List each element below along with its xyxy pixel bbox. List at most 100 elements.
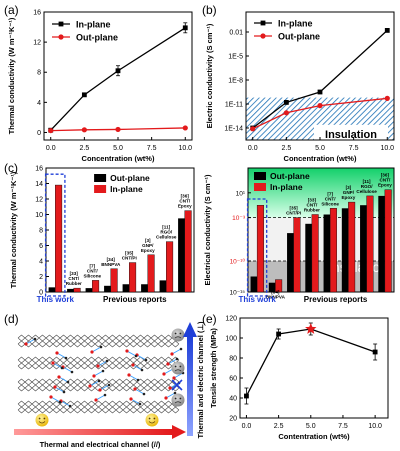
data-point-b [317, 89, 323, 95]
panel-c: 0 2 4 6 8 10 12 14 16 Thermal conductivity (W m⁻¹… [9, 166, 195, 304]
atom-red [49, 395, 53, 399]
y-tick-label-e: 40 [229, 396, 237, 403]
bar-in-plane-c [92, 280, 100, 293]
bar-in-plane-c [147, 254, 155, 293]
eye [174, 365, 177, 368]
x-axis-label-a: Concentration (wt%) [82, 154, 155, 163]
bond-line [89, 380, 100, 387]
atom-red [125, 349, 129, 353]
y-tick-label-b: 1E-8 [228, 78, 243, 85]
panel-label-e: (e) [202, 312, 217, 326]
data-point-e [276, 331, 282, 337]
y-tick-label-c: 2 [39, 274, 43, 281]
bar-in-plane-c [110, 268, 118, 293]
legend-label-c: In-plane [110, 184, 143, 194]
panel-label-d: (d) [4, 312, 19, 326]
bar-annotation-c: [35] [125, 251, 134, 256]
data-point-b [384, 28, 390, 33]
atom-dark [60, 366, 64, 370]
bar-annotation-c: Epoxy [141, 248, 155, 253]
panel-d: Thermal and electrical channel (//) Therm… [14, 321, 205, 449]
bar-annotation-c: CNT/ [179, 199, 190, 204]
bar-out-plane-c2 [323, 214, 331, 292]
bond-line [91, 346, 102, 353]
bar-in-plane-c [184, 210, 192, 293]
bar-annotation-c2: Epoxy [341, 195, 355, 200]
bar-annotation-c: [36] [181, 194, 190, 199]
bar-annotation-c: GNP/ [142, 243, 154, 248]
panel-a: 0.0 2.5 5.0 7.5 10.0 0 4 8 12 16 Concentration (wt… [7, 10, 193, 163]
bar-out-plane-c [104, 285, 111, 292]
highlight-box-c2 [246, 198, 268, 297]
atom-dark [70, 370, 74, 374]
thermal-arrow-head [172, 425, 186, 439]
this-work-label-c2: This work [238, 295, 276, 304]
legend-label-a: In-plane [76, 20, 111, 30]
graphene-sheet [17, 400, 180, 414]
legend-label-c: Out-plane [110, 173, 150, 183]
y-tick-label-a: 12 [33, 40, 41, 47]
y-tick-label-a: 4 [37, 100, 41, 107]
this-work-label-c: This work [37, 295, 75, 304]
bond-line [163, 368, 174, 375]
y-tick-label-b: 1E-14 [224, 126, 243, 133]
legend-swatch-c2 [254, 172, 266, 180]
bond-line [97, 360, 108, 367]
bar-annotation-c2: [3] [346, 185, 352, 190]
bar-annotation-c2: Rubber [304, 208, 320, 213]
eye [179, 332, 182, 335]
atom-red [133, 387, 137, 391]
atom-dark [175, 357, 179, 361]
atom-red [168, 386, 172, 390]
bar-annotation-c2: CNT/ [380, 178, 391, 183]
mouth [174, 369, 182, 372]
bond-line [128, 374, 139, 381]
y-tick-label-b: 0.01 [229, 30, 243, 37]
y-tick-label-c: 0 [39, 290, 43, 297]
series-line-e [245, 328, 376, 397]
bar-annotation-c2: [33] [308, 198, 317, 203]
bar-annotation-c: RGO/ [160, 230, 172, 235]
atom-red [57, 375, 61, 379]
bond-line [171, 348, 182, 355]
bar-annotation-c: [11] [162, 225, 170, 230]
series-line-b [252, 97, 388, 130]
bond-line [173, 372, 184, 379]
series-line-b [252, 29, 388, 129]
highlight-star-icon [305, 323, 317, 334]
atom-red [129, 397, 133, 401]
eye [174, 332, 177, 335]
bar-annotation-c2: Silicone [321, 201, 339, 206]
atom-red [127, 373, 131, 377]
bar-in-plane-c2 [348, 201, 356, 293]
y-tick-label-c2: 10¹ [236, 190, 246, 197]
atom-dark [142, 392, 146, 396]
x-tick-label-b: 5.0 [315, 145, 325, 152]
smile-face-icon [35, 413, 49, 427]
bar-out-plane-c [178, 218, 185, 292]
x-axis-label-e: Contentration (wt%) [278, 432, 350, 441]
plot-frame-e [239, 317, 389, 419]
y-tick-label-c: 4 [39, 259, 43, 266]
y-tick-label-c: 16 [35, 166, 43, 173]
atom-dark [64, 356, 68, 360]
legend-swatch-c2 [254, 183, 266, 191]
legend-label-c2: In-plane [270, 182, 303, 192]
bond-line [50, 396, 61, 403]
bar-annotation-c2: [7] [327, 191, 333, 196]
eye [179, 397, 182, 400]
y-axis-label-b: Electric conductivity (S cm⁻¹) [205, 23, 214, 128]
face [35, 413, 49, 427]
bond-line [93, 370, 104, 377]
bar-annotation-c: CNT/ [68, 276, 79, 281]
bar-out-plane-c2 [378, 195, 385, 292]
bar-in-plane-c2 [311, 214, 319, 293]
bar-in-plane-c [166, 241, 174, 293]
data-point-e [372, 349, 378, 355]
eye [43, 417, 46, 420]
bar-annotation-c: Cellulose [156, 235, 177, 240]
x-tick-label-a: 2.5 [79, 145, 89, 152]
cross-icon [171, 379, 183, 391]
x-tick-label-e: 7.5 [338, 423, 348, 430]
atom-red [24, 342, 28, 346]
